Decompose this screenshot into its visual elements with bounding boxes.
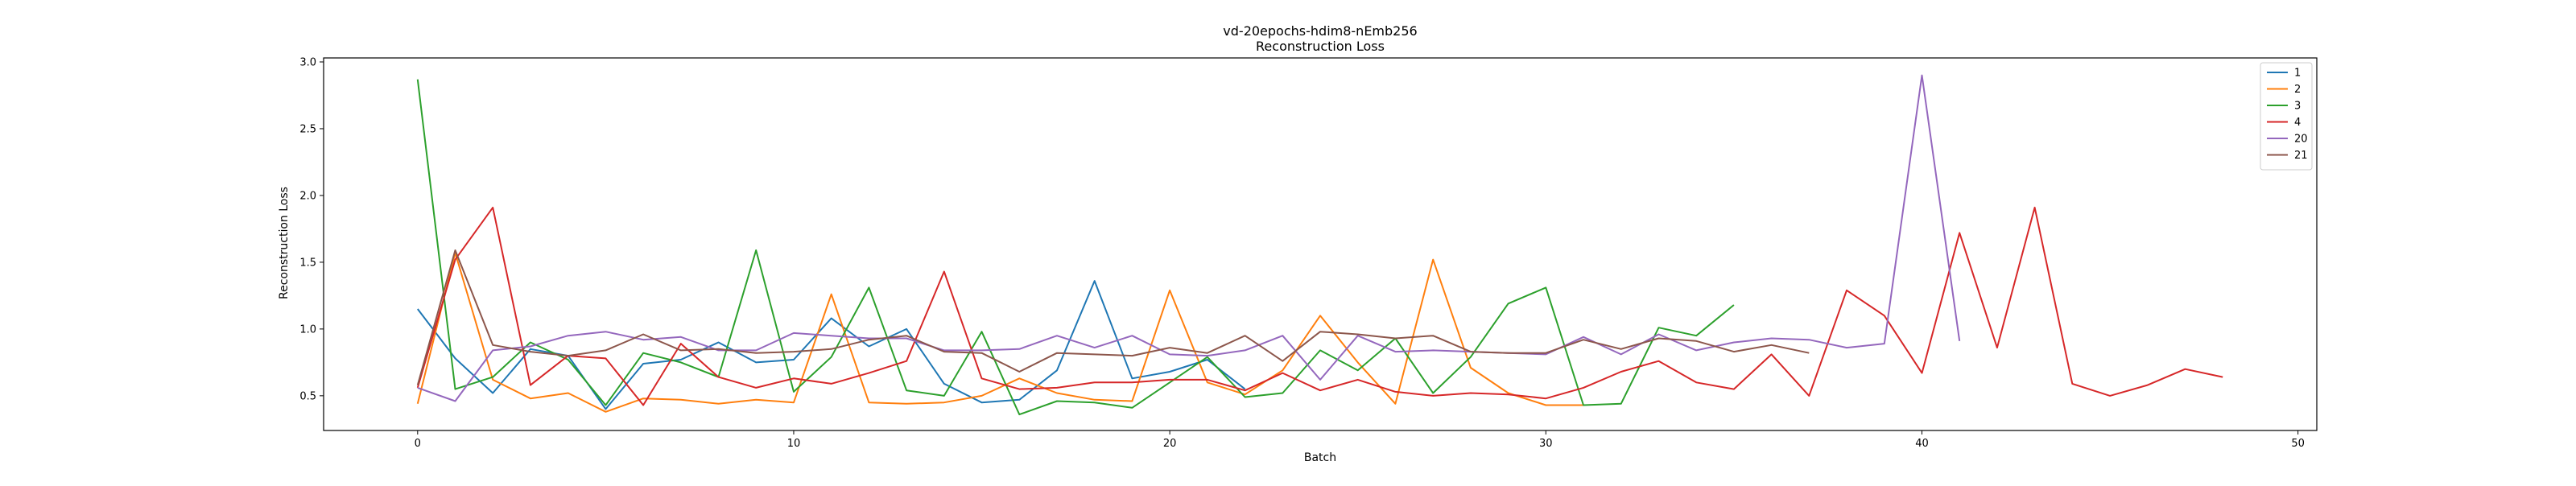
y-tick-label: 3.0 (299, 56, 316, 68)
y-axis-label: Reconstruction Loss (278, 187, 291, 299)
y-tick-label: 0.5 (299, 390, 316, 402)
legend: 1 2 3 4 20 21 (2260, 62, 2313, 171)
y-tick-label: 1.5 (299, 257, 316, 269)
x-tick-label: 30 (1539, 438, 1553, 450)
series-line-2 (416, 252, 1583, 413)
series-line-4 (416, 206, 2223, 406)
y-tick-label: 2.0 (299, 190, 316, 202)
series-line-20 (417, 74, 1961, 402)
x-axis-label: Batch (1304, 451, 1336, 464)
x-tick-label: 0 (415, 438, 421, 450)
x-tick-label: 20 (1163, 438, 1177, 450)
y-tick-label: 1.0 (299, 323, 316, 336)
series-line-3 (416, 79, 1735, 416)
x-tick-label: 50 (2291, 438, 2305, 450)
legend-label: 2 (2294, 84, 2301, 96)
chart-subtitle: Reconstruction Loss (1256, 39, 1385, 54)
plot-area: 0 10 20 30 40 50 0.5 1.0 1.5 2.0 2.5 3.0 (299, 56, 2318, 450)
legend-label: 4 (2294, 117, 2301, 129)
legend-label: 1 (2294, 68, 2301, 80)
x-tick-label: 40 (1915, 438, 1929, 450)
y-tick-label: 2.5 (299, 123, 316, 135)
legend-label: 20 (2294, 134, 2308, 146)
series-line-21 (416, 249, 1810, 385)
legend-label: 21 (2294, 150, 2308, 162)
axes-frame (323, 57, 2318, 431)
legend-label: 3 (2294, 101, 2301, 113)
chart-title: vd-20epochs-hdim8-nEmb256 (1223, 23, 1417, 39)
x-tick-label: 10 (787, 438, 801, 450)
series-line-1 (417, 280, 1246, 410)
